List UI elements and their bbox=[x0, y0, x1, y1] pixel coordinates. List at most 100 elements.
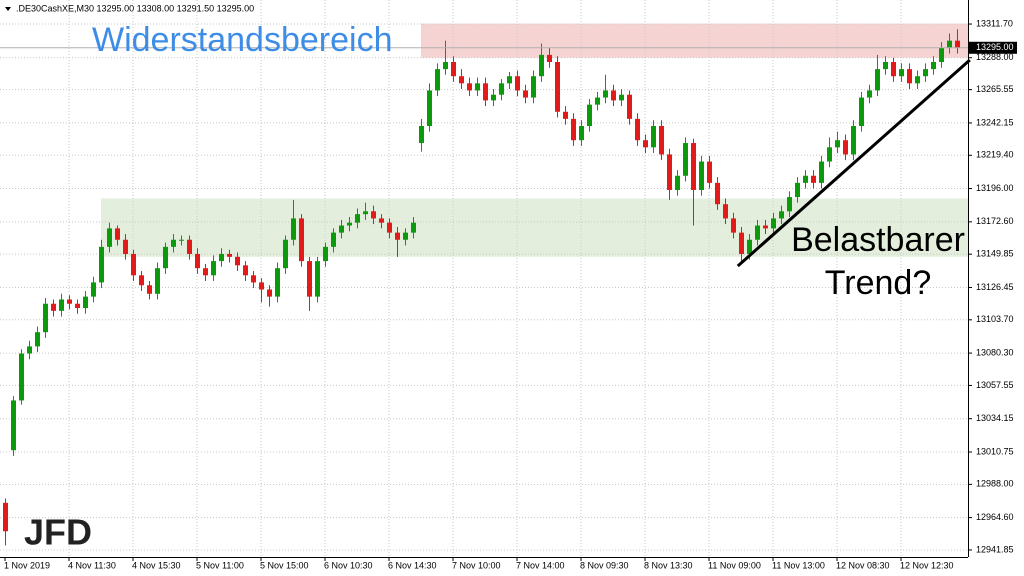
zone bbox=[101, 198, 968, 257]
x-tick-label: 6 Nov 10:30 bbox=[324, 560, 373, 570]
candle-body bbox=[291, 218, 296, 240]
candle-body bbox=[787, 197, 792, 212]
candle-body bbox=[771, 218, 776, 229]
candle-body bbox=[683, 143, 688, 176]
candle-body bbox=[899, 69, 904, 77]
last-price-label: 13295.00 bbox=[976, 42, 1014, 52]
candle-body bbox=[131, 253, 136, 276]
candle-body bbox=[355, 214, 360, 223]
candle-body bbox=[43, 303, 48, 333]
trendline bbox=[736, 58, 971, 268]
chart-header: .DE30CashXE,M30 13295.00 13308.00 13291.… bbox=[16, 3, 254, 13]
candle-body bbox=[699, 161, 704, 190]
menu-arrow[interactable] bbox=[5, 7, 11, 11]
candle-body bbox=[419, 125, 424, 144]
candle-body bbox=[323, 246, 328, 262]
candle-body bbox=[283, 239, 288, 269]
y-tick-label: 13311.70 bbox=[976, 18, 1013, 28]
candle-body bbox=[219, 253, 224, 262]
candle-body bbox=[83, 296, 88, 309]
candle-body bbox=[51, 303, 56, 311]
candle-body bbox=[859, 97, 864, 126]
candle-body bbox=[75, 303, 80, 309]
candle-body bbox=[947, 40, 952, 48]
candle-body bbox=[451, 61, 456, 77]
y-tick-label: 13265.55 bbox=[976, 84, 1014, 94]
candle-body bbox=[387, 222, 392, 233]
candle-body bbox=[363, 211, 368, 215]
x-tick-label: 8 Nov 13:30 bbox=[644, 560, 693, 570]
x-tick-label: 6 Nov 14:30 bbox=[388, 560, 437, 570]
candle-body bbox=[27, 346, 32, 354]
candle-body bbox=[659, 125, 664, 155]
candle-body bbox=[955, 40, 960, 48]
candle-body bbox=[331, 232, 336, 247]
annotation: Belastbarer bbox=[791, 221, 965, 259]
candle-body bbox=[555, 61, 560, 112]
candle-body bbox=[187, 239, 192, 254]
y-tick-label: 13288.00 bbox=[976, 52, 1014, 62]
y-tick-label: 13057.55 bbox=[976, 380, 1014, 390]
candle-body bbox=[707, 161, 712, 183]
candle-body bbox=[595, 97, 600, 105]
x-tick-label: 8 Nov 09:30 bbox=[580, 560, 629, 570]
candle-body bbox=[539, 54, 544, 77]
y-tick-label: 13080.30 bbox=[976, 347, 1014, 357]
y-tick-label: 13126.45 bbox=[976, 282, 1014, 292]
candle-body bbox=[211, 261, 216, 276]
candle-body bbox=[531, 76, 536, 98]
candle-body bbox=[755, 225, 760, 240]
candle-body bbox=[267, 289, 272, 297]
candle-body bbox=[435, 69, 440, 91]
x-tick-label: 5 Nov 15:00 bbox=[260, 560, 309, 570]
zone bbox=[421, 23, 968, 58]
candle-body bbox=[379, 218, 384, 223]
candle-body bbox=[467, 83, 472, 91]
y-tick-label: 13196.00 bbox=[976, 183, 1014, 193]
candle-body bbox=[691, 143, 696, 190]
candle-body bbox=[243, 265, 248, 276]
candle-body bbox=[547, 54, 552, 62]
x-tick-label: 11 Nov 13:00 bbox=[772, 560, 825, 570]
x-tick-label: 7 Nov 10:00 bbox=[452, 560, 501, 570]
candle-body bbox=[275, 268, 280, 297]
candle-body bbox=[819, 161, 824, 183]
candle-body bbox=[931, 61, 936, 70]
x-tick-label: 4 Nov 15:30 bbox=[132, 560, 181, 570]
candle-body bbox=[835, 140, 840, 148]
candle-body bbox=[715, 182, 720, 205]
candle-body bbox=[99, 246, 104, 283]
logo: JFD bbox=[24, 512, 92, 553]
candle-body bbox=[163, 246, 168, 269]
candle-body bbox=[723, 204, 728, 219]
candle-body bbox=[491, 94, 496, 101]
x-tick-label: 4 Nov 11:30 bbox=[68, 560, 116, 570]
candle-body bbox=[811, 175, 816, 183]
candle-body bbox=[939, 47, 944, 62]
candle-body bbox=[507, 76, 512, 84]
x-tick-label: 12 Nov 12:30 bbox=[900, 560, 954, 570]
y-tick-label: 13219.40 bbox=[976, 150, 1014, 160]
candle-body bbox=[499, 83, 504, 95]
candle-body bbox=[3, 502, 8, 532]
y-tick-label: 12964.60 bbox=[976, 512, 1014, 522]
candle-body bbox=[923, 69, 928, 77]
x-tick-label: 12 Nov 08:30 bbox=[836, 560, 890, 570]
candle-body bbox=[651, 125, 656, 148]
candle-body bbox=[307, 261, 312, 297]
candle-body bbox=[179, 239, 184, 241]
x-tick-label: 7 Nov 14:00 bbox=[516, 560, 565, 570]
candle-body bbox=[619, 94, 624, 101]
candle-body bbox=[867, 90, 872, 98]
candle-body bbox=[227, 253, 232, 257]
candle-body bbox=[851, 125, 856, 155]
candle-body bbox=[35, 332, 40, 347]
candle-body bbox=[475, 83, 480, 91]
candle-body bbox=[155, 268, 160, 294]
candle-body bbox=[339, 225, 344, 233]
candle-body bbox=[515, 76, 520, 91]
candle-body bbox=[139, 275, 144, 286]
y-tick-label: 13103.70 bbox=[976, 314, 1014, 324]
candle-body bbox=[795, 182, 800, 198]
